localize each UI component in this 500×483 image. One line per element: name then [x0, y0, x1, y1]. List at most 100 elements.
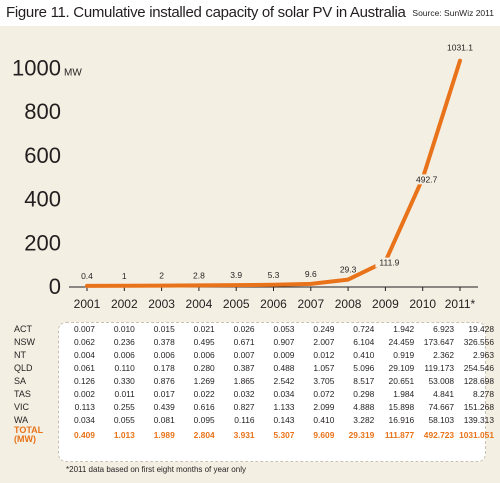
table-cell: 0.026	[233, 323, 255, 334]
table-cell: 0.021	[193, 323, 215, 334]
table-cell: 1.989	[153, 430, 175, 440]
figure-source: Source: SunWiz 2011	[412, 8, 494, 18]
table-cell: 5.307	[273, 430, 295, 440]
table-cell: 8.278	[473, 388, 494, 399]
data-label: 2	[159, 271, 164, 281]
table-cell: 1.865	[233, 375, 255, 386]
table-cell: 0.034	[273, 388, 295, 399]
table-cell: 0.053	[273, 323, 295, 334]
table-cell: 5.096	[353, 362, 375, 373]
table-cell: 0.671	[233, 336, 255, 347]
row-label: WA	[14, 414, 29, 425]
table-cell: 0.015	[153, 323, 175, 334]
x-tick-label: 2007	[297, 297, 324, 311]
row-label: NT	[14, 349, 26, 360]
table-cell: 0.004	[73, 349, 95, 360]
total-row: TOTAL (MW) 0.409 1.013 1.989 2.804 3.931 5.307 9…	[12, 426, 496, 444]
table-cell: 139.313	[463, 414, 494, 425]
table-cell: 0.055	[113, 414, 135, 425]
row-label: NSW	[14, 336, 35, 347]
table-cell: 128.698	[463, 375, 494, 386]
table-cell: 9.609	[313, 430, 335, 440]
table-cell: 0.002	[73, 388, 95, 399]
row-label: TAS	[14, 388, 31, 399]
table-cell: 0.410	[353, 349, 375, 360]
table-cell: 1.984	[393, 388, 415, 399]
row-label: ACT	[14, 323, 32, 334]
table-cell: 29.319	[348, 430, 375, 440]
table-cell: 0.006	[193, 349, 215, 360]
table-cell: 29.109	[388, 362, 415, 373]
table-cell: 0.009	[273, 349, 295, 360]
data-label-bg	[412, 174, 441, 185]
table-cell: 0.439	[153, 401, 175, 412]
line-chart: 0 200 400 600 800 1000 MW 2001 2002 2003 2004 2005…	[12, 43, 478, 311]
table-cell: 1.942	[393, 323, 415, 334]
table-cell: 0.126	[73, 375, 95, 386]
footnote: *2011 data based on first eight months o…	[66, 465, 246, 474]
table-cell: 0.006	[153, 349, 175, 360]
table-cell: 0.012	[313, 349, 335, 360]
x-tick-label: 2004	[186, 297, 213, 311]
y-tick-label: 400	[24, 187, 61, 212]
table-cell: 0.827	[233, 401, 255, 412]
table-cell: 0.387	[233, 362, 255, 373]
table-cell: 0.280	[193, 362, 215, 373]
table-cell: 0.724	[353, 323, 375, 334]
table-cell: 53.008	[428, 375, 455, 386]
y-axis: 0 200 400 600 800 1000 MW	[12, 56, 82, 300]
table-cell: 6.104	[353, 336, 375, 347]
x-tick-label: 2003	[148, 297, 175, 311]
x-tick-label: 2001	[74, 297, 101, 311]
table-cell: 173.647	[423, 336, 455, 347]
table-cell: 0.409	[73, 430, 95, 440]
table-cell: 58.103	[428, 414, 455, 425]
table-cell: 4.841	[433, 388, 455, 399]
table-cell: 20.651	[388, 375, 415, 386]
table-cell: 16.916	[388, 414, 415, 425]
state-row: NSW 0.062 0.236 0.378 0.495 0.671 0.907 2.007 6.…	[12, 335, 496, 348]
y-tick-label: 800	[24, 99, 61, 124]
table-cell: 1031.051	[459, 430, 494, 440]
table-cell: 0.022	[193, 388, 215, 399]
x-tick-label: 2009	[372, 297, 399, 311]
figure-title: Figure 11. Cumulative installed capacity…	[6, 4, 406, 21]
table-cell: 0.249	[313, 323, 335, 334]
table-cell: 1.133	[273, 401, 295, 412]
table-cell: 19.428	[468, 323, 494, 334]
state-row: SA 0.126 0.330 0.876 1.269 1.865 2.542 3.705 8.5…	[12, 374, 496, 387]
title-bar: Figure 11. Cumulative installed capacity…	[0, 0, 500, 26]
table-cell: 0.017	[153, 388, 175, 399]
table-cell: 0.006	[113, 349, 135, 360]
table-cell: 2.963	[473, 349, 494, 360]
table-cell: 0.116	[234, 414, 255, 425]
y-tick-label: 0	[49, 274, 61, 299]
table-cell: 0.011	[114, 388, 135, 399]
table-cell: 6.923	[433, 323, 455, 334]
table-cell: 74.667	[428, 401, 455, 412]
table-cell: 0.061	[73, 362, 95, 373]
table-cell: 0.907	[273, 336, 295, 347]
data-label-bg	[375, 257, 404, 268]
table-cell: 0.081	[153, 414, 175, 425]
y-tick-label: 1000	[12, 56, 61, 81]
table-cell: 326.556	[463, 336, 494, 347]
table-cell: 254.546	[463, 362, 494, 373]
x-tick-label: 2011*	[445, 297, 476, 311]
x-tick-label: 2010	[409, 297, 436, 311]
x-tick-label: 2005	[223, 297, 250, 311]
table-cell: 0.298	[353, 388, 375, 399]
y-unit-label: MW	[64, 68, 82, 79]
row-label: VIC	[14, 401, 30, 412]
data-label: 3.9	[230, 270, 242, 280]
table-cell: 0.034	[73, 414, 95, 425]
state-row: QLD 0.061 0.110 0.178 0.280 0.387 0.488 1.057 5.…	[12, 361, 496, 374]
table-cell: 24.459	[388, 336, 415, 347]
table-cell: 0.095	[193, 414, 215, 425]
table-cell: 1.057	[313, 362, 335, 373]
table-cell: 0.919	[393, 349, 415, 360]
table-cell: 492.723	[423, 430, 455, 440]
table-cell: 0.330	[113, 375, 135, 386]
table-cell: 1.013	[113, 430, 135, 440]
table-cell: 1.269	[193, 375, 215, 386]
